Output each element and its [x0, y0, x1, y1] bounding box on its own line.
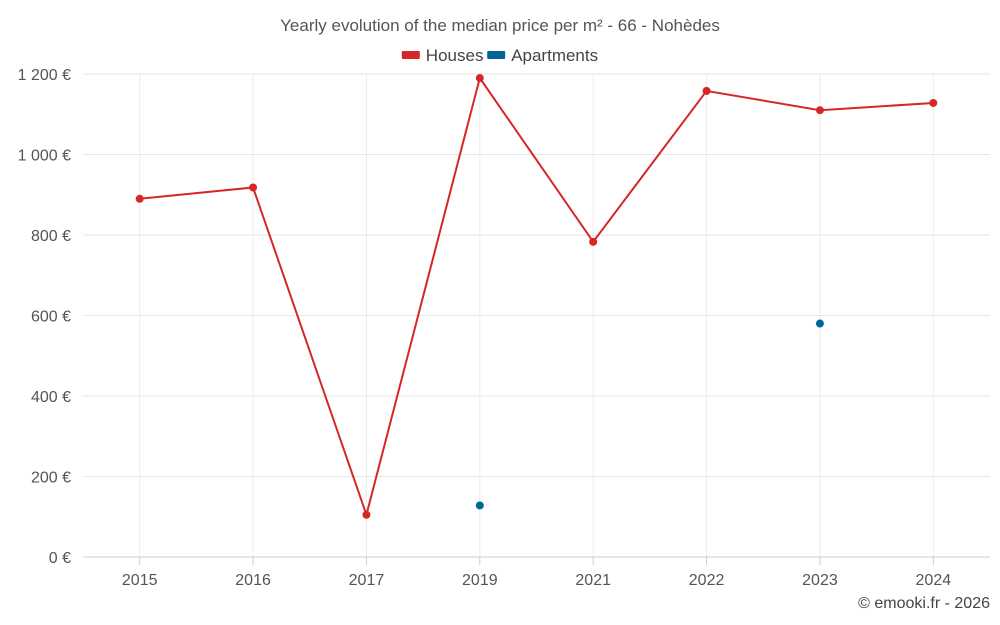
- data-point-houses: [702, 86, 711, 95]
- y-tick-label: 0 €: [49, 550, 71, 567]
- x-tick-label: 2017: [349, 572, 385, 589]
- chart-title: Yearly evolution of the median price per…: [280, 16, 720, 35]
- data-point-apartments: [475, 501, 484, 510]
- legend-swatch-apartments: [487, 51, 506, 59]
- x-tick-label: 2016: [235, 572, 271, 589]
- x-tick-label: 2022: [689, 572, 725, 589]
- data-point-houses: [249, 183, 258, 192]
- legend: Houses Apartments: [401, 46, 598, 65]
- y-tick-label: 400 €: [31, 389, 71, 406]
- y-tick-label: 800 €: [31, 228, 71, 245]
- series-layer: [135, 74, 938, 519]
- data-point-houses: [135, 194, 144, 203]
- data-point-apartments: [815, 319, 824, 328]
- data-point-houses: [929, 98, 938, 107]
- data-point-houses: [589, 237, 598, 246]
- x-tick-label: 2015: [122, 572, 158, 589]
- y-tick-label: 200 €: [31, 470, 71, 487]
- x-tick-label: 2021: [575, 572, 611, 589]
- credit-text: © emooki.fr - 2026: [858, 595, 990, 612]
- x-tick-label: 2023: [802, 572, 838, 589]
- axes: 0 € 200 € 400 € 600 € 800 € 1 000 € 1 200 € 201…: [18, 67, 990, 589]
- x-tick-label: 2024: [916, 572, 952, 589]
- legend-label-apartments: Apartments: [511, 46, 598, 65]
- legend-label-houses: Houses: [426, 46, 484, 65]
- data-point-houses: [475, 74, 484, 83]
- grid: [83, 73, 990, 558]
- legend-swatch-houses: [401, 51, 420, 59]
- data-point-houses: [815, 106, 824, 115]
- data-point-houses: [362, 510, 371, 519]
- y-tick-label: 1 000 €: [18, 148, 71, 165]
- y-tick-label: 600 €: [31, 309, 71, 326]
- x-tick-label: 2019: [462, 572, 498, 589]
- series-line-houses: [139, 75, 934, 519]
- y-tick-label: 1 200 €: [18, 67, 71, 84]
